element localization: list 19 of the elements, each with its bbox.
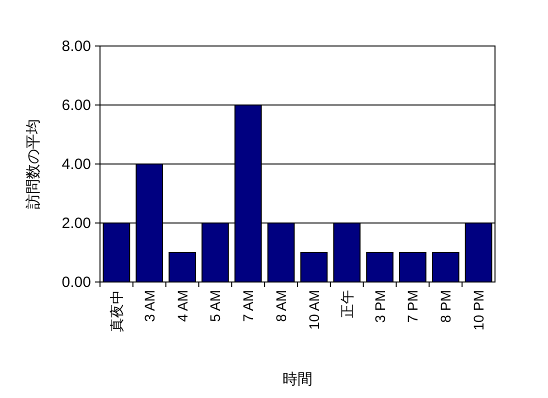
x-tick-label: 7 PM [404,290,421,323]
y-tick-label: 4.00 [62,156,91,173]
y-tick-label: 0.00 [62,274,91,291]
y-tick-label: 6.00 [62,97,91,114]
y-axis-title: 訪問数の平均 [25,119,42,209]
x-tick-label: 5 AM [207,290,224,322]
x-tick-label: 4 AM [174,290,190,322]
x-tick-label: 3 AM [141,290,158,322]
x-tick-label: 10 PM [470,290,487,330]
x-tick-label: 8 AM [273,290,290,322]
x-tick-label: 7 AM [240,290,256,322]
x-tick-label: 8 PM [438,290,454,323]
x-axis-title: 時間 [282,371,312,388]
x-tick-label: 3 PM [372,290,388,323]
x-tick-label: 真夜中 [108,290,124,332]
y-tick-label: 2.00 [62,215,91,232]
x-tick-label: 正午 [338,290,355,318]
x-tick-label: 10 AM [306,290,322,330]
y-tick-label: 8.00 [62,38,91,55]
